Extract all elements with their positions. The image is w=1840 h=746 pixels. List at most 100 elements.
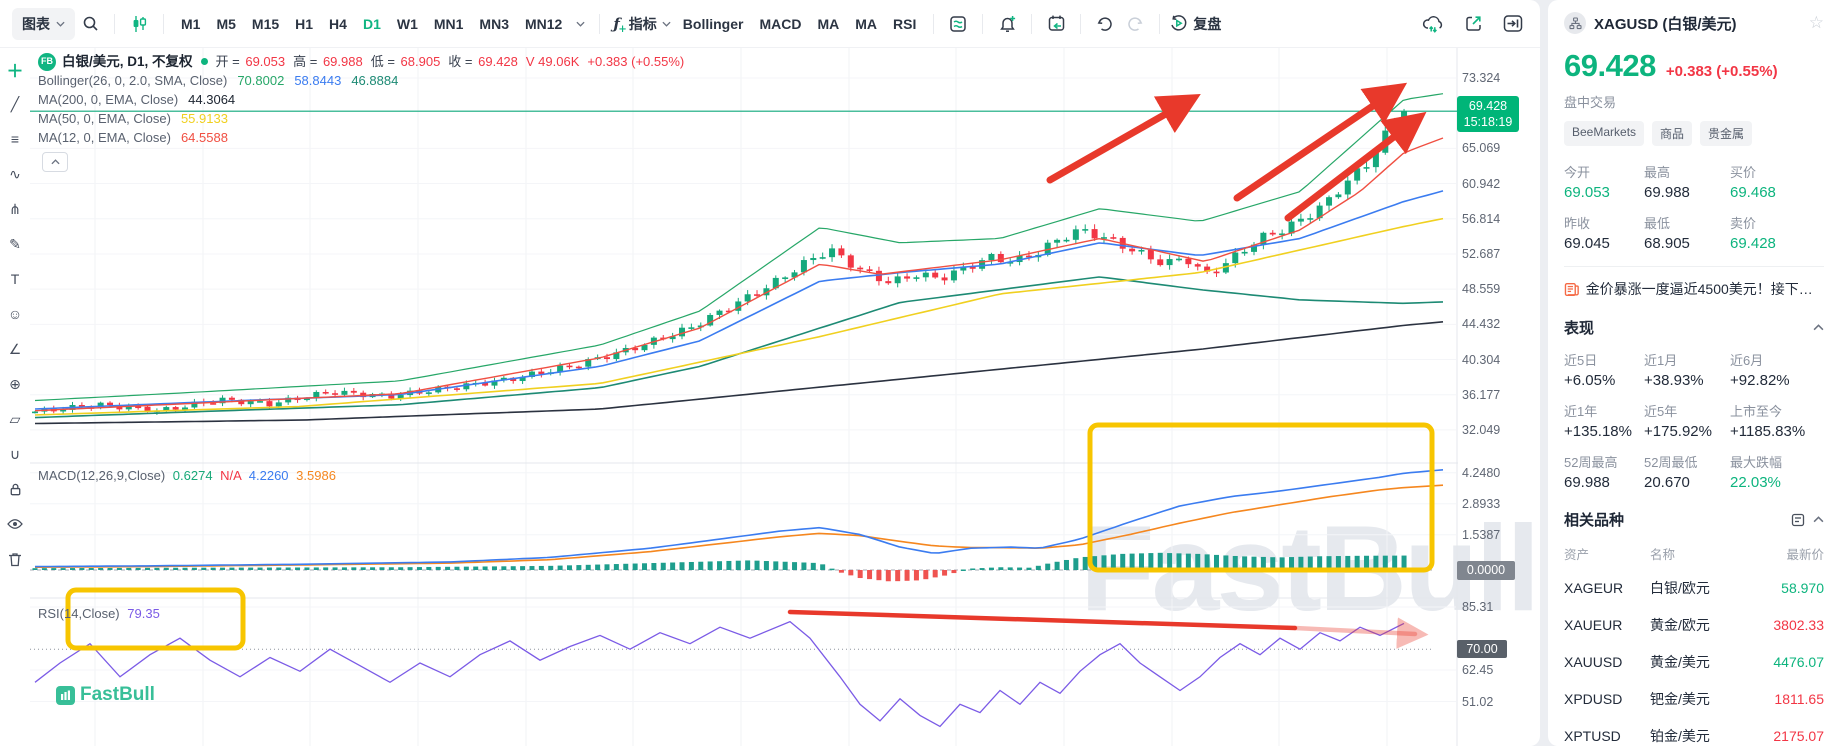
rsi-tick: 51.02 (1462, 694, 1494, 709)
pitchfork-tool[interactable]: ⋔ (9, 200, 21, 217)
legend-collapse-button[interactable] (42, 152, 68, 172)
favorite-star-icon[interactable]: ☆ (1808, 13, 1824, 32)
redo-button[interactable] (1120, 9, 1150, 39)
rsi-divergence-arrow-faded (1292, 617, 1429, 649)
related-row-xageur[interactable]: XAGEUR 白银/欧元 58.970 (1564, 569, 1824, 606)
timeframe-mn1[interactable]: MN1 (433, 15, 464, 32)
pencil-tool[interactable]: ✎ (9, 235, 21, 252)
share-button[interactable] (1458, 9, 1488, 39)
search-button[interactable] (75, 9, 105, 39)
quote-cell: 买价 69.468 (1730, 165, 1776, 201)
toolbar-divider (982, 13, 984, 34)
ohlc-label: 低 = (370, 54, 399, 69)
economic-calendar-button[interactable] (1041, 9, 1071, 39)
performance-cell: 近1年 +135.18% (1564, 404, 1632, 440)
text-tool[interactable]: T (10, 271, 20, 287)
timeframe-m5[interactable]: M5 (216, 15, 236, 32)
related-name: 白银/欧元 (1650, 579, 1710, 596)
legend-symbol-row: FB 白银/美元, D1, 不复权 开 = 69.053 高 = 69.988 低 … (38, 52, 692, 71)
measure-tool[interactable]: ∠ (8, 340, 22, 357)
price-row: 69.428 +0.383 (+0.55%) (1548, 42, 1840, 84)
eye-tool[interactable] (4, 515, 26, 533)
rsi-label: RSI(14,Close) (38, 606, 120, 621)
bollinger-label: Bollinger(26, 0, 2.0, SMA, Close) (38, 73, 228, 88)
collapse-panel-button[interactable] (1498, 9, 1528, 39)
eraser-tool[interactable]: ▱ (9, 410, 21, 427)
related-name: 黄金/美元 (1650, 653, 1710, 670)
related-price: 58.970 (1781, 579, 1824, 596)
timeframe-h4[interactable]: H4 (329, 15, 347, 32)
market-open-dot (200, 58, 208, 65)
timeframe-w1[interactable]: W1 (396, 15, 418, 32)
indicator-shortcut-rsi-4[interactable]: RSI (893, 15, 917, 32)
timeframe-m1[interactable]: M1 (181, 15, 201, 32)
ma12-label: MA(12, 0, EMA, Close) (38, 130, 171, 145)
rsi-tick: 62.45 (1462, 663, 1494, 678)
chart-card: FastBull 图表 M1 M5 M15 H1 H4 D1 W1 MN1 MN3 MN12 ƒ +… (0, 0, 1540, 746)
timeframe-d1[interactable]: D1 (362, 15, 381, 32)
chart-plot[interactable] (30, 48, 1458, 746)
tag-商品[interactable]: 商品 (1652, 121, 1693, 146)
collapse-right-icon (1503, 15, 1523, 32)
price-tick: 65.069 (1462, 141, 1501, 156)
indicator-shortcut-ma-3[interactable]: MA (855, 15, 878, 32)
price-axis[interactable]: 69.428 15:18:19 0.0000 70.00 73.324 65.06… (1456, 48, 1540, 746)
timeframe-m15[interactable]: M15 (251, 15, 280, 32)
trend-line-tool[interactable]: ╱ (10, 95, 20, 112)
bollinger-mid-value: 58.8443 (294, 73, 342, 88)
cloud-sync-icon (1422, 15, 1443, 33)
related-row-xaueur[interactable]: XAUEUR 黄金/欧元 3802.33 (1564, 606, 1824, 643)
trash-tool[interactable] (4, 550, 26, 568)
replay-button[interactable]: 复盘 (1169, 14, 1221, 34)
indicators-menu[interactable]: ƒ + 指标 (609, 14, 674, 35)
bollinger-lower-value: 46.8884 (351, 73, 399, 88)
chart-legend: FB 白银/美元, D1, 不复权 开 = 69.053 高 = 69.988 低 … (38, 52, 692, 147)
current-price-value: 69.428 (1468, 99, 1508, 113)
zoom-in-tool[interactable]: ⊕ (9, 375, 21, 392)
chevron-up-icon[interactable] (1813, 516, 1824, 523)
related-row-xptusd[interactable]: XPTUSD 铂金/美元 2175.07 (1564, 717, 1824, 746)
performance-cell: 52周最低 20.670 (1644, 455, 1698, 491)
indicator-shortcut-bollinger-0[interactable]: Bollinger (682, 15, 744, 32)
add-tool[interactable]: ＋ (6, 61, 24, 81)
indicator-shortcut-ma-2[interactable]: MA (817, 15, 840, 32)
indicator-shortcut-macd-1[interactable]: MACD (759, 15, 802, 32)
lock-tool[interactable] (4, 480, 26, 498)
alert-button[interactable] (992, 9, 1022, 39)
related-table-header: 资产 名称 最新价 (1564, 538, 1824, 569)
related-row-xauusd[interactable]: XAUUSD 黄金/美元 4476.07 (1564, 643, 1824, 680)
toolbar-divider (163, 13, 164, 34)
calendar-icon (1048, 15, 1065, 31)
ma-200 (34, 321, 1444, 425)
legend-ma200-row: MA(200, 0, EMA, Close) 44.3064 (38, 90, 692, 109)
timeframe-mn12[interactable]: MN12 (524, 15, 563, 32)
tag-BeeMarkets[interactable]: BeeMarkets (1564, 121, 1645, 146)
tag-贵金属[interactable]: 贵金属 (1700, 121, 1753, 146)
wave-tool[interactable]: ∿ (9, 165, 21, 182)
timeframe-mn3[interactable]: MN3 (479, 15, 509, 32)
chevron-up-icon[interactable] (1813, 324, 1824, 331)
toolbar-divider (1159, 13, 1161, 34)
undo-button[interactable] (1090, 9, 1120, 39)
news-item[interactable]: 金价暴涨一度逼近4500美元！接下来... (1548, 267, 1840, 299)
timeframe-more-button[interactable] (570, 9, 590, 39)
list-view-icon[interactable] (1791, 513, 1805, 527)
chart-type-menu[interactable]: 图表 (12, 7, 75, 40)
last-price: 69.428 (1564, 48, 1656, 83)
performance-cell: 上市至今 +1185.83% (1730, 404, 1806, 440)
emoji-tool[interactable]: ☺ (7, 306, 23, 322)
price-tick: 56.814 (1462, 211, 1501, 226)
legend-ohlc-values: 开 = 69.053 高 = 69.988 低 = 68.905 收 = 69.428… (216, 52, 693, 71)
magnet-tool[interactable]: ∪ (9, 445, 21, 462)
fib-retracement-tool[interactable]: ≡ (10, 131, 20, 147)
trend-arrow-annotation (1233, 82, 1408, 202)
rsi-axis-badge: 70.00 (1457, 640, 1507, 658)
related-row-xpdusd[interactable]: XPDUSD 钯金/美元 1811.65 (1564, 680, 1824, 717)
cloud-sync-button[interactable] (1418, 9, 1448, 39)
layout-template-button[interactable] (943, 9, 973, 39)
timeframe-h1[interactable]: H1 (295, 15, 314, 32)
trend-arrow-annotation (1046, 93, 1201, 184)
bell-plus-icon (1000, 16, 1015, 32)
candle-style-button[interactable] (124, 9, 154, 39)
chevron-down-icon (662, 21, 671, 27)
